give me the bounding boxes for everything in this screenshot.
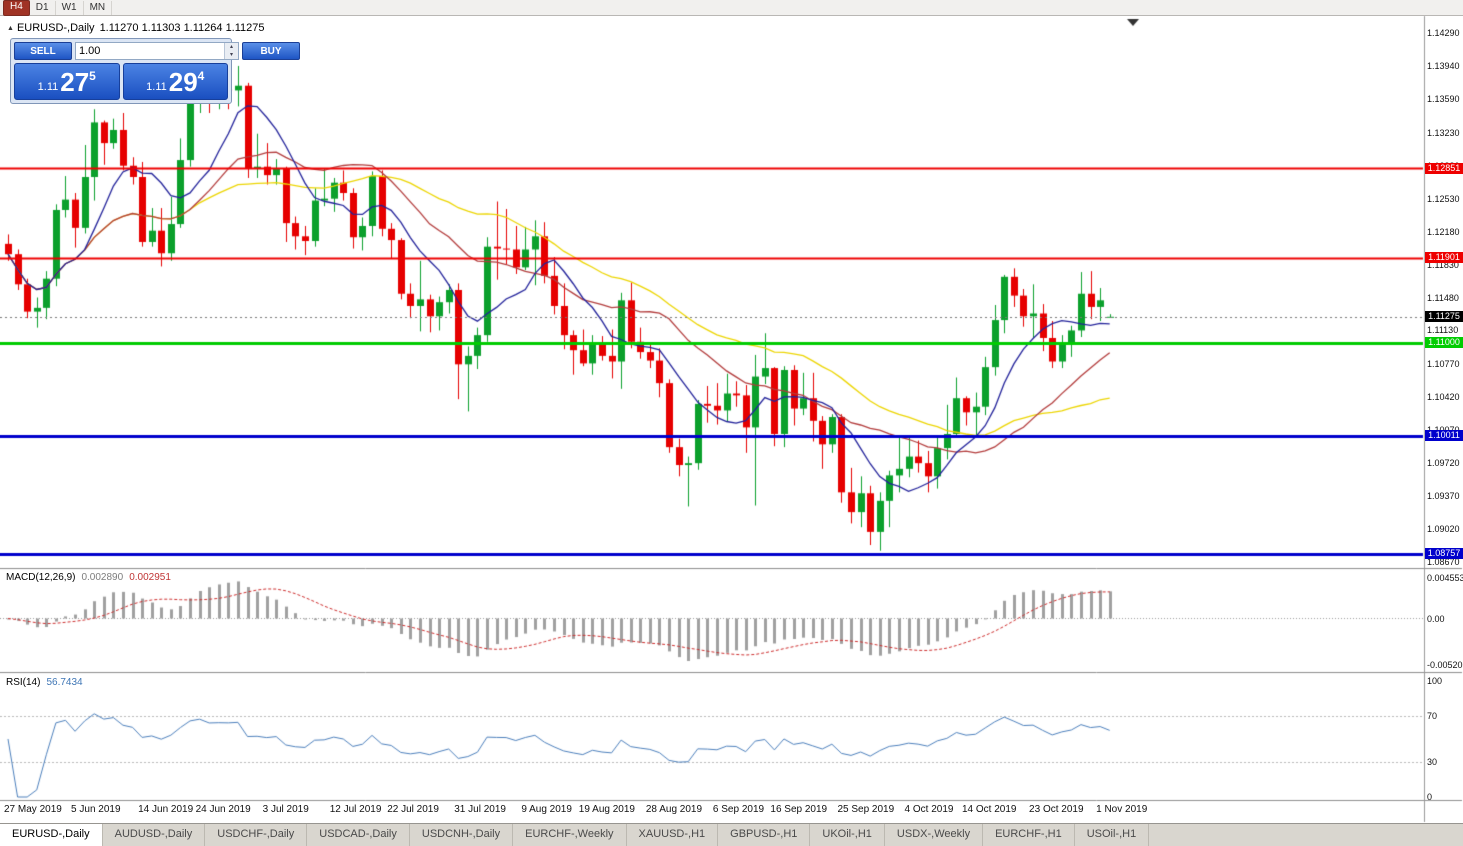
chart-symbol-label: EURUSD-,Daily	[16, 22, 95, 34]
chart-tab[interactable]: GBPUSD-,H1	[718, 824, 811, 846]
chart-tab[interactable]: EURCHF-,H1	[983, 824, 1075, 846]
chart-tab-bar: EURUSD-,Daily AUDUSD-,Daily USDCHF-,Daily U…	[0, 823, 1463, 846]
sell-price-button[interactable]: 1.11 27 5	[14, 63, 120, 100]
chart-tab[interactable]: EURCHF-,Weekly	[513, 824, 627, 846]
chart-tab[interactable]: UKOil-,H1	[810, 824, 885, 846]
timeframe-button-w1[interactable]: W1	[56, 0, 84, 15]
volume-input[interactable]	[76, 43, 224, 59]
chart-tab[interactable]: AUDUSD-,Daily	[103, 824, 206, 846]
buy-price-button[interactable]: 1.11 29 4	[122, 63, 228, 100]
buy-price-sup: 4	[197, 69, 205, 83]
chart-tab[interactable]: USOil-,H1	[1075, 824, 1150, 846]
chart-title: ▲ EURUSD-,Daily 1.11270 1.11303 1.11264 1.…	[7, 22, 265, 34]
volume-down-button[interactable]: ▾	[225, 51, 238, 59]
macd-indicator-label: MACD(12,26,9) 0.002890 0.002951	[6, 572, 171, 583]
rsi-name: RSI(14)	[6, 677, 41, 688]
one-click-collapse-icon[interactable]: ▲	[7, 25, 14, 32]
volume-field: ▴ ▾	[75, 42, 239, 60]
buy-price-main: 29	[168, 66, 198, 97]
sell-price-sup: 5	[89, 69, 96, 83]
timeframe-button-h4[interactable]: H4	[3, 0, 30, 16]
timeframe-button-d1[interactable]: D1	[30, 0, 56, 15]
macd-name: MACD(12,26,9)	[6, 572, 76, 583]
timeframe-toolbar: H4 D1 W1 MN	[0, 0, 1463, 16]
chart-tab[interactable]: USDCAD-,Daily	[307, 824, 410, 846]
macd-main-value: 0.002890	[81, 572, 124, 583]
macd-signal-value: 0.002951	[129, 572, 171, 583]
buy-button[interactable]: BUY	[242, 42, 300, 60]
volume-up-button[interactable]: ▴	[225, 43, 238, 51]
sell-button[interactable]: SELL	[14, 42, 72, 60]
rsi-indicator-label: RSI(14) 56.7434	[6, 677, 83, 688]
chart-tab[interactable]: EURUSD-,Daily	[0, 824, 103, 846]
chart-tab[interactable]: USDX-,Weekly	[885, 824, 984, 846]
timeframe-button-mn[interactable]: MN	[84, 0, 113, 15]
buy-price-prefix: 1.11	[146, 81, 167, 93]
sell-price-prefix: 1.11	[37, 81, 59, 93]
rsi-value: 56.7434	[46, 677, 83, 688]
chart-tab[interactable]: USDCHF-,Daily	[205, 824, 308, 846]
chart-tab[interactable]: USDCNH-,Daily	[410, 824, 514, 846]
chart-ohlc-values: 1.11270 1.11303 1.11264 1.11275	[99, 22, 265, 34]
chart-tab[interactable]: XAUUSD-,H1	[627, 824, 719, 846]
sell-price-main: 27	[60, 66, 90, 97]
